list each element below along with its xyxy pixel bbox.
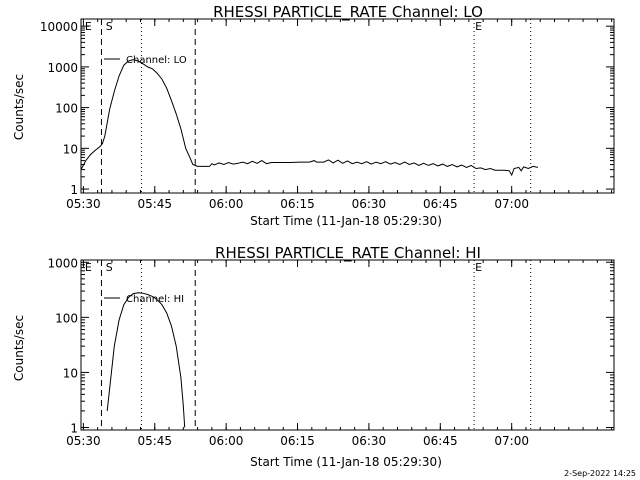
- lo-y-axis-label: Counts/sec: [12, 74, 26, 140]
- hi-y-tick-label-3: 1000: [47, 256, 78, 270]
- hi-marker-2: E: [475, 261, 482, 274]
- lo-y-tick-label-4: 10000: [40, 20, 78, 34]
- hi-chart-title: RHESSI PARTICLE_RATE Channel: HI: [215, 244, 481, 263]
- hi-x-tick-label-5: 06:45: [423, 434, 458, 448]
- hi-y-tick-label-2: 100: [55, 311, 78, 325]
- lo-x-axis-label: Start Time (11-Jan-18 05:29:30): [250, 214, 442, 228]
- lo-x-tick-label-6: 07:00: [494, 197, 529, 211]
- hi-channel-panel: RHESSI PARTICLE_RATE Channel: HI Counts/…: [12, 244, 615, 469]
- hi-x-tick-label-4: 06:30: [352, 434, 387, 448]
- lo-x-tick-label-4: 06:30: [352, 197, 387, 211]
- hi-x-axis-label: Start Time (11-Jan-18 05:29:30): [250, 455, 442, 469]
- lo-y-tick-label-2: 100: [55, 102, 78, 116]
- hi-x-tick-label-2: 06:00: [209, 434, 244, 448]
- hi-x-tick-label-3: 06:15: [280, 434, 315, 448]
- hi-x-tick-label-1: 05:45: [137, 434, 172, 448]
- lo-marker-1: S: [106, 20, 113, 33]
- lo-x-tick-label-2: 06:00: [209, 197, 244, 211]
- hi-legend-label: Channel: HI: [126, 294, 184, 305]
- lo-y-tick-label-3: 1000: [47, 61, 78, 75]
- lo-channel-panel: RHESSI PARTICLE_RATE Channel: LO Counts/…: [12, 3, 615, 228]
- hi-marker-1: S: [106, 261, 113, 274]
- hi-marker-0: E: [85, 261, 92, 274]
- lo-rate-series-line: [80, 59, 539, 177]
- hi-plot-frame: [80, 259, 615, 431]
- lo-x-tick-label-5: 06:45: [423, 197, 458, 211]
- lo-x-tick-label-1: 05:45: [137, 197, 172, 211]
- hi-y-tick-label-0: 1: [70, 421, 78, 435]
- lo-y-tick-label-1: 10: [63, 142, 78, 156]
- lo-legend-label: Channel: LO: [126, 55, 187, 66]
- lo-x-tick-label-3: 06:15: [280, 197, 315, 211]
- print-timestamp: 2-Sep-2022 14:25: [564, 469, 636, 478]
- hi-x-tick-label-0: 05:30: [66, 434, 101, 448]
- lo-x-tick-label-0: 05:30: [66, 197, 101, 211]
- lo-marker-2: E: [475, 20, 482, 33]
- hi-y-tick-label-1: 10: [63, 366, 78, 380]
- lo-y-tick-label-0: 1: [70, 183, 78, 197]
- lo-plot-frame: [80, 18, 615, 194]
- hi-y-axis-label: Counts/sec: [12, 315, 26, 381]
- hi-rate-series-line: [106, 292, 186, 428]
- hi-x-tick-label-6: 07:00: [494, 434, 529, 448]
- lo-chart-title: RHESSI PARTICLE_RATE Channel: LO: [213, 3, 483, 22]
